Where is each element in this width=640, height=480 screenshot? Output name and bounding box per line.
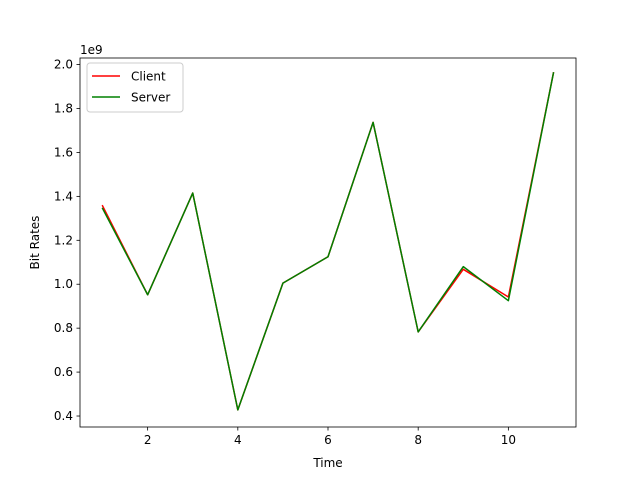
y-axis-ticks: 0.4 0.6 0.8 1.0 1.2 1.4 1.6 1.8 2.0 (54, 58, 80, 423)
x-tick-label: 8 (414, 433, 422, 447)
y-tick-label: 1.0 (54, 277, 73, 291)
legend-label-server: Server (131, 91, 170, 105)
x-tick-label: 2 (144, 433, 152, 447)
series-lines (101, 72, 555, 411)
x-axis-ticks: 2 4 6 8 10 (144, 427, 516, 447)
y-tick-label: 0.6 (54, 365, 73, 379)
x-tick-label: 4 (234, 433, 242, 447)
y-tick-label: 2.0 (54, 58, 73, 72)
x-axis-label: Time (312, 456, 342, 470)
y-tick-label: 1.6 (54, 145, 73, 159)
legend-label-client: Client (131, 70, 166, 84)
y-tick-label: 0.8 (54, 321, 73, 335)
series-line-server (101, 72, 555, 411)
y-tick-label: 1.8 (54, 102, 73, 116)
legend: Client Server (86, 62, 184, 113)
y-axis-offset-text: 1e9 (80, 43, 103, 57)
y-tick-label: 1.2 (54, 233, 73, 247)
y-axis-label: Bit Rates (28, 216, 42, 270)
x-tick-label: 6 (324, 433, 332, 447)
x-tick-label: 10 (501, 433, 516, 447)
axes-frame (79, 57, 577, 428)
y-tick-label: 0.4 (54, 409, 73, 423)
y-tick-label: 1.4 (54, 189, 73, 203)
